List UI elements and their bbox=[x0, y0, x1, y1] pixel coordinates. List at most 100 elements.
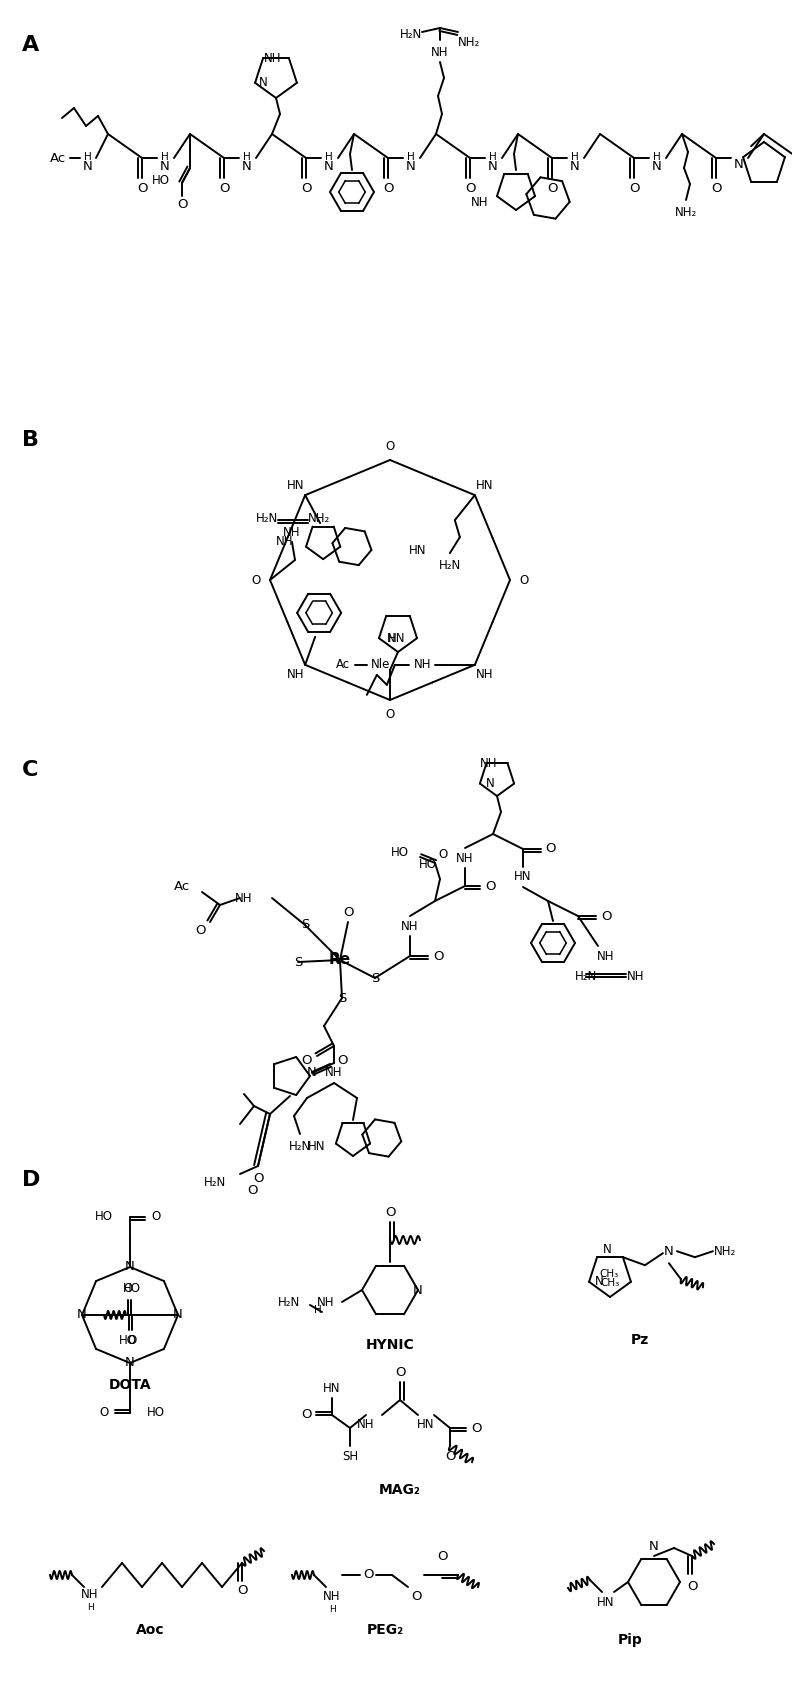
Text: NH: NH bbox=[323, 1590, 341, 1604]
Text: N: N bbox=[595, 1276, 604, 1288]
Text: NH₂: NH₂ bbox=[675, 205, 697, 218]
Text: DOTA: DOTA bbox=[109, 1377, 151, 1393]
Text: Pz: Pz bbox=[631, 1333, 649, 1347]
Text: H: H bbox=[161, 152, 169, 162]
Text: NH: NH bbox=[476, 668, 493, 682]
Text: O: O bbox=[128, 1335, 137, 1347]
Text: NH: NH bbox=[82, 1589, 99, 1602]
Text: S: S bbox=[294, 956, 303, 968]
Text: N: N bbox=[386, 631, 395, 645]
Text: O: O bbox=[394, 1365, 406, 1379]
Text: NH: NH bbox=[597, 949, 615, 963]
Text: HN: HN bbox=[514, 870, 531, 883]
Text: O: O bbox=[383, 181, 394, 195]
Text: H: H bbox=[571, 152, 579, 162]
Text: O: O bbox=[436, 1550, 447, 1563]
Text: O: O bbox=[301, 1408, 311, 1421]
Text: O: O bbox=[546, 843, 556, 856]
Text: NH: NH bbox=[456, 851, 474, 865]
Text: NH: NH bbox=[234, 892, 252, 905]
Text: N: N bbox=[259, 76, 268, 90]
Text: S: S bbox=[301, 919, 309, 932]
Text: N: N bbox=[242, 159, 252, 173]
Text: SH: SH bbox=[342, 1450, 358, 1462]
Text: NH: NH bbox=[356, 1418, 374, 1430]
Text: N: N bbox=[125, 1357, 135, 1369]
Text: PEG₂: PEG₂ bbox=[367, 1623, 404, 1636]
Text: Ac: Ac bbox=[336, 658, 350, 672]
Text: MAG₂: MAG₂ bbox=[379, 1482, 421, 1497]
Text: HN: HN bbox=[387, 631, 405, 645]
Text: O: O bbox=[546, 181, 558, 195]
Text: O: O bbox=[465, 181, 475, 195]
Text: O: O bbox=[470, 1421, 482, 1435]
Text: HO: HO bbox=[391, 846, 409, 860]
Text: H: H bbox=[326, 152, 333, 162]
Text: Ac: Ac bbox=[50, 152, 66, 164]
Text: O: O bbox=[337, 1054, 347, 1066]
Text: N: N bbox=[413, 1284, 423, 1296]
Text: H: H bbox=[243, 152, 251, 162]
Text: N: N bbox=[734, 157, 744, 171]
Text: HYNIC: HYNIC bbox=[366, 1338, 414, 1352]
Text: N: N bbox=[603, 1242, 611, 1255]
Text: O: O bbox=[219, 181, 229, 195]
Text: O: O bbox=[386, 440, 394, 452]
Text: O: O bbox=[137, 181, 147, 195]
Text: HN: HN bbox=[323, 1381, 341, 1394]
Text: Pip: Pip bbox=[618, 1633, 642, 1646]
Text: O: O bbox=[253, 1173, 263, 1186]
Text: H: H bbox=[407, 152, 415, 162]
Text: CH₃: CH₃ bbox=[600, 1277, 619, 1288]
Text: A: A bbox=[22, 36, 40, 56]
Text: O: O bbox=[363, 1568, 373, 1582]
Text: NH: NH bbox=[432, 46, 449, 59]
Text: NH: NH bbox=[264, 52, 281, 64]
Text: NH: NH bbox=[480, 756, 497, 770]
Text: H: H bbox=[314, 1305, 322, 1315]
Text: H₂N: H₂N bbox=[439, 558, 461, 572]
Text: O: O bbox=[99, 1406, 109, 1420]
Text: HO: HO bbox=[419, 858, 437, 871]
Text: O: O bbox=[687, 1580, 697, 1592]
Text: N: N bbox=[173, 1308, 183, 1321]
Text: NH: NH bbox=[627, 970, 645, 983]
Text: Aoc: Aoc bbox=[135, 1623, 164, 1636]
Text: HN: HN bbox=[417, 1418, 435, 1430]
Text: HN: HN bbox=[597, 1596, 615, 1609]
Text: O: O bbox=[485, 880, 495, 892]
Text: O: O bbox=[301, 181, 311, 195]
Text: NH: NH bbox=[326, 1066, 343, 1079]
Text: O: O bbox=[439, 848, 447, 861]
Text: HO: HO bbox=[123, 1283, 141, 1296]
Text: HO: HO bbox=[95, 1210, 113, 1223]
Text: NH: NH bbox=[402, 919, 419, 932]
Text: O: O bbox=[124, 1283, 132, 1296]
Text: HN: HN bbox=[287, 479, 304, 492]
Text: HO: HO bbox=[119, 1335, 137, 1347]
Text: NH: NH bbox=[284, 526, 301, 538]
Text: O: O bbox=[411, 1590, 421, 1604]
Text: H₂N: H₂N bbox=[204, 1176, 226, 1188]
Text: O: O bbox=[247, 1183, 257, 1196]
Text: H: H bbox=[653, 152, 661, 162]
Text: D: D bbox=[22, 1169, 40, 1189]
Text: O: O bbox=[385, 1205, 395, 1218]
Text: NH: NH bbox=[287, 668, 304, 682]
Text: O: O bbox=[710, 181, 722, 195]
Text: H: H bbox=[489, 152, 497, 162]
Text: N: N bbox=[485, 777, 494, 790]
Text: NH: NH bbox=[276, 535, 293, 548]
Text: N: N bbox=[160, 159, 169, 173]
Text: O: O bbox=[151, 1210, 161, 1223]
Text: NH₂: NH₂ bbox=[458, 36, 480, 49]
Text: H₂N: H₂N bbox=[256, 511, 278, 525]
Text: O: O bbox=[601, 910, 611, 922]
Text: B: B bbox=[22, 430, 39, 450]
Text: HN: HN bbox=[307, 1139, 325, 1152]
Text: NH: NH bbox=[470, 196, 488, 208]
Text: C: C bbox=[22, 760, 38, 780]
Text: H₂N: H₂N bbox=[575, 970, 597, 983]
Text: HN: HN bbox=[409, 543, 427, 557]
Text: O: O bbox=[445, 1450, 455, 1462]
